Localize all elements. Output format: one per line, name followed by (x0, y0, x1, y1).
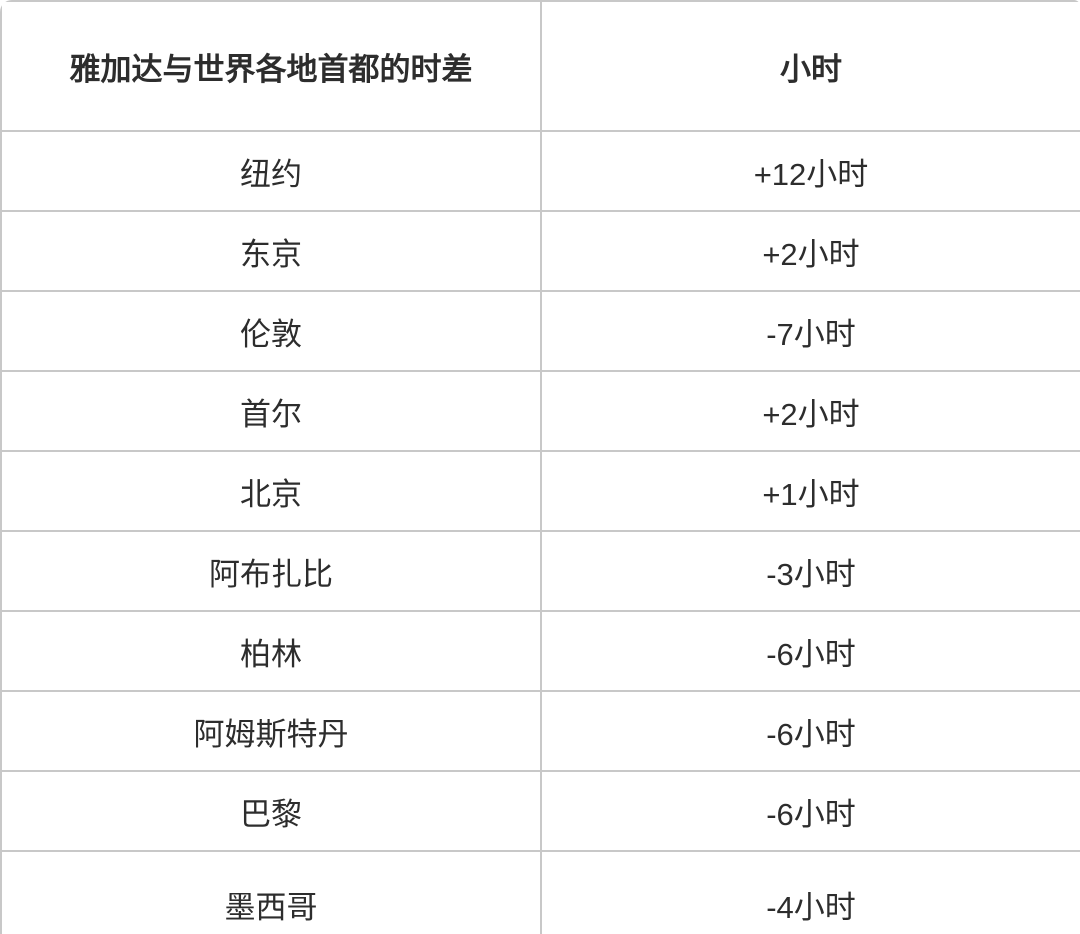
header-row: 雅加达与世界各地首都的时差 小时 (0, 0, 1080, 132)
city-cell: 巴黎 (0, 770, 542, 852)
city-cell: 首尔 (0, 370, 542, 452)
table-row: 伦敦 -7小时 (0, 290, 1080, 372)
offset-cell: +12小时 (540, 130, 1080, 212)
table-body: 纽约 +12小时 东京 +2小时 伦敦 -7小时 首尔 +2小时 北京 +1小时 阿布扎比 -3小时柏… (0, 130, 1080, 934)
city-cell: 墨西哥 (0, 850, 542, 934)
city-cell: 伦敦 (0, 290, 542, 372)
header-cell-hours: 小时 (540, 0, 1080, 132)
table-row: 墨西哥 -4小时 (0, 850, 1080, 934)
offset-cell: +2小时 (540, 370, 1080, 452)
city-cell: 纽约 (0, 130, 542, 212)
table-row: 纽约 +12小时 (0, 130, 1080, 212)
offset-cell: -3小时 (540, 530, 1080, 612)
offset-cell: +1小时 (540, 450, 1080, 532)
table-row: 柏林 -6小时 (0, 610, 1080, 692)
offset-cell: +2小时 (540, 210, 1080, 292)
city-cell: 北京 (0, 450, 542, 532)
offset-cell: -6小时 (540, 610, 1080, 692)
offset-cell: -4小时 (540, 850, 1080, 934)
table-row: 首尔 +2小时 (0, 370, 1080, 452)
table-header: 雅加达与世界各地首都的时差 小时 (0, 0, 1080, 132)
offset-cell: -6小时 (540, 690, 1080, 772)
city-cell: 东京 (0, 210, 542, 292)
table-row: 北京 +1小时 (0, 450, 1080, 532)
city-cell: 阿布扎比 (0, 530, 542, 612)
header-cell-title: 雅加达与世界各地首都的时差 (0, 0, 542, 132)
table-row: 阿姆斯特丹 -6小时 (0, 690, 1080, 772)
offset-cell: -7小时 (540, 290, 1080, 372)
offset-cell: -6小时 (540, 770, 1080, 852)
city-cell: 阿姆斯特丹 (0, 690, 542, 772)
table-row: 东京 +2小时 (0, 210, 1080, 292)
table-row: 阿布扎比 -3小时 (0, 530, 1080, 612)
city-cell: 柏林 (0, 610, 542, 692)
table-row: 巴黎 -6小时 (0, 770, 1080, 852)
